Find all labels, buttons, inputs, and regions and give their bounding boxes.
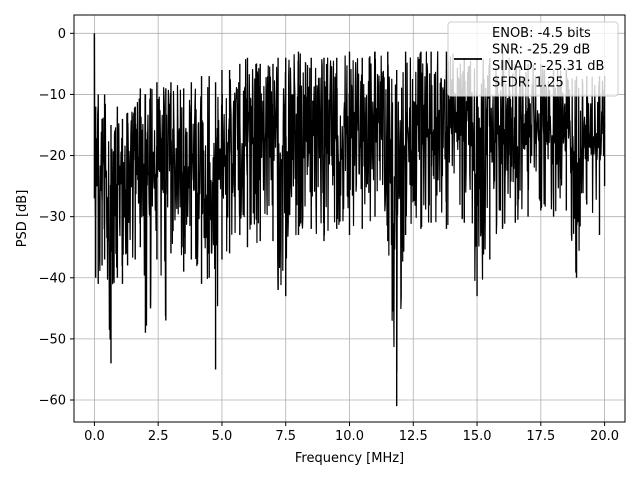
legend-sinad: SINAD: -25.31 dB <box>492 59 604 74</box>
y-tick-label: −50 <box>39 332 66 347</box>
y-tick-label: 0 <box>58 27 66 42</box>
x-axis-ticks: 0.0 2.5 5.0 7.5 10.0 12.5 15.0 17.5 20.0 <box>84 422 619 444</box>
y-tick-label: −20 <box>39 149 66 164</box>
x-tick-label: 10.0 <box>335 429 364 444</box>
x-tick-label: 0.0 <box>84 429 105 444</box>
x-tick-label: 2.5 <box>148 429 169 444</box>
legend-sfdr: SFDR: 1.25 <box>492 76 564 91</box>
x-tick-label: 17.5 <box>526 429 555 444</box>
legend-snr: SNR: -25.29 dB <box>492 43 590 58</box>
y-tick-label: −30 <box>39 210 66 225</box>
y-tick-label: −40 <box>39 271 66 286</box>
x-tick-label: 20.0 <box>590 429 619 444</box>
x-tick-label: 7.5 <box>275 429 296 444</box>
y-axis-label: PSD [dB] <box>15 190 30 248</box>
x-tick-label: 5.0 <box>212 429 233 444</box>
y-tick-label: −60 <box>39 394 66 409</box>
x-axis-label: Frequency [MHz] <box>295 451 404 466</box>
legend-box <box>447 21 619 97</box>
y-tick-label: −10 <box>39 88 66 103</box>
y-axis-ticks: 0 −10 −20 −30 −40 −50 −60 <box>39 27 74 409</box>
x-tick-label: 12.5 <box>399 429 428 444</box>
legend-enob: ENOB: -4.5 bits <box>492 26 591 41</box>
psd-series <box>93 33 606 407</box>
legend: ENOB: -4.5 bits SNR: -25.29 dB SINAD: -2… <box>447 21 619 97</box>
x-tick-label: 15.0 <box>463 429 492 444</box>
